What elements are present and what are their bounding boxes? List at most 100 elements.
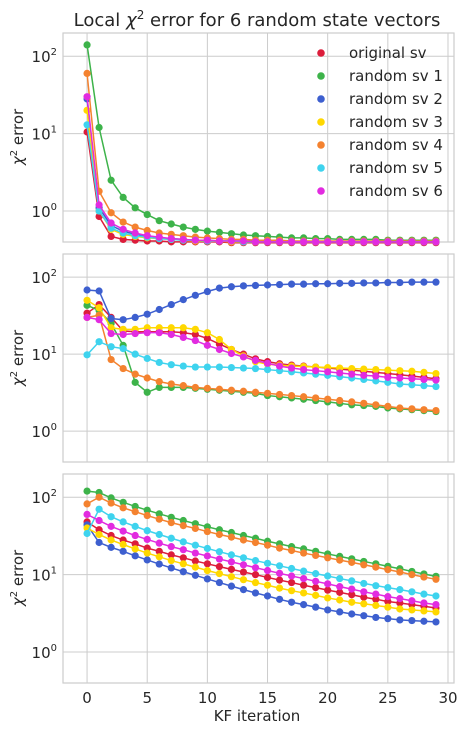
data-point — [336, 279, 344, 287]
data-point — [107, 324, 115, 332]
data-point — [191, 541, 199, 549]
y-axis-label: χ2 error — [9, 329, 27, 387]
data-point — [408, 606, 416, 614]
legend-label: random sv 1 — [349, 67, 443, 85]
data-point — [372, 372, 380, 380]
data-point — [239, 554, 248, 562]
data-point — [287, 546, 296, 555]
data-point — [95, 530, 103, 539]
data-point — [324, 368, 332, 376]
data-point — [107, 329, 115, 338]
data-point — [336, 588, 344, 596]
data-point — [203, 363, 211, 371]
data-point — [348, 610, 356, 618]
data-point — [155, 510, 163, 518]
data-point — [348, 585, 356, 593]
data-point — [396, 367, 404, 375]
data-point — [348, 398, 356, 406]
data-point — [336, 396, 344, 405]
data-point — [336, 574, 344, 583]
data-point — [360, 371, 368, 379]
legend-label: random sv 5 — [349, 159, 443, 177]
data-point — [179, 516, 187, 525]
data-point — [396, 238, 404, 246]
data-point — [300, 393, 308, 401]
data-point — [131, 502, 139, 511]
data-point — [131, 378, 139, 386]
data-point — [131, 313, 139, 321]
data-point — [324, 280, 332, 288]
data-point — [372, 601, 380, 610]
data-point — [155, 560, 163, 568]
data-point — [275, 562, 284, 570]
legend-marker — [317, 72, 325, 80]
data-point — [324, 594, 332, 602]
data-point — [287, 578, 296, 587]
data-point — [420, 617, 428, 625]
data-point — [95, 316, 103, 324]
data-point — [312, 577, 320, 585]
data-point — [143, 226, 151, 235]
data-point — [131, 545, 139, 553]
data-point — [384, 366, 392, 374]
data-point — [348, 598, 356, 606]
data-point — [203, 544, 211, 553]
data-point — [191, 557, 199, 565]
subplot-3: 100 101 102 0 5 10 15 20 25 30 χ2 error — [9, 473, 458, 707]
data-point — [179, 560, 187, 568]
data-point — [239, 536, 248, 544]
data-point — [432, 376, 440, 384]
data-point — [203, 552, 211, 560]
data-point — [131, 204, 139, 212]
data-point — [155, 553, 163, 561]
data-point — [239, 364, 248, 372]
data-point — [155, 378, 163, 386]
data-point — [372, 238, 380, 246]
data-point — [83, 69, 91, 77]
data-point — [300, 280, 308, 288]
data-point — [143, 544, 151, 552]
data-point — [239, 586, 248, 594]
legend-marker — [317, 164, 325, 172]
data-point — [191, 563, 199, 571]
series-random-sv-6 — [83, 313, 440, 384]
data-point — [420, 382, 428, 390]
data-point — [275, 362, 284, 370]
data-point — [384, 402, 392, 410]
data-point — [83, 93, 91, 101]
data-point — [215, 385, 223, 393]
data-point — [155, 305, 163, 314]
data-point — [215, 548, 223, 556]
data-point — [420, 406, 428, 414]
data-point — [324, 586, 332, 594]
x-tick-label: 20 — [318, 689, 337, 707]
data-point — [167, 380, 175, 388]
data-point — [131, 350, 139, 358]
data-point — [155, 539, 163, 547]
legend-label: random sv 4 — [349, 136, 443, 154]
legend-label: random sv 2 — [349, 90, 443, 108]
series-random-sv-5 — [83, 505, 440, 600]
data-point — [227, 533, 236, 541]
data-point — [143, 329, 151, 337]
data-point — [107, 543, 115, 551]
data-point — [384, 593, 392, 601]
data-point — [312, 367, 320, 375]
data-point — [179, 324, 187, 332]
data-point — [191, 330, 199, 339]
data-point — [107, 522, 115, 530]
data-point — [324, 606, 332, 614]
data-point — [287, 238, 296, 246]
data-point — [227, 349, 236, 358]
data-point — [384, 373, 392, 381]
data-point — [95, 338, 103, 346]
y-tick-label: 100 — [32, 422, 57, 441]
data-point — [251, 556, 260, 565]
data-point — [119, 316, 127, 324]
data-point — [372, 590, 380, 598]
y-tick-label: 101 — [32, 566, 57, 585]
series-random-sv-4 — [83, 493, 440, 583]
data-point — [83, 286, 91, 294]
data-point — [275, 584, 284, 592]
data-point — [215, 570, 223, 578]
